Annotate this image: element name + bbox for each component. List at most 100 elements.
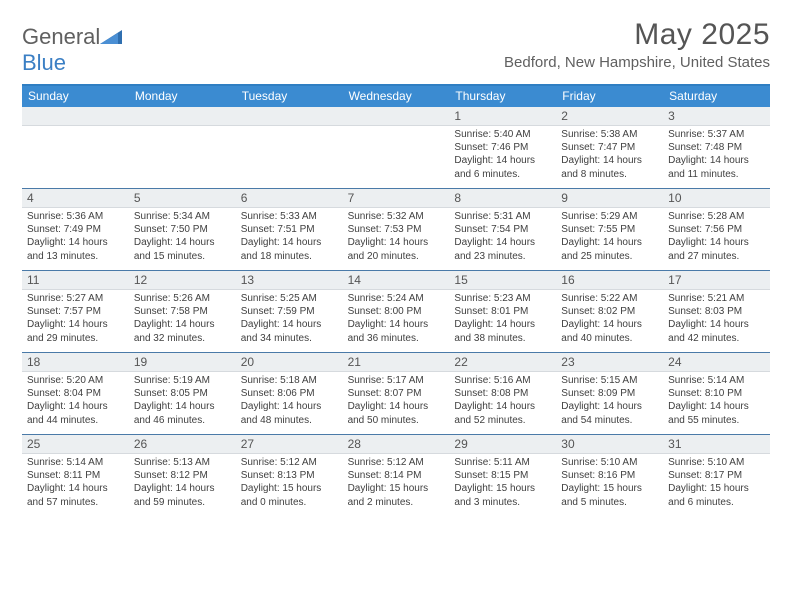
day-cell: Sunrise: 5:17 AMSunset: 8:07 PMDaylight:… bbox=[343, 372, 450, 434]
sunrise-text: Sunrise: 5:36 AM bbox=[27, 210, 124, 223]
sunrise-text: Sunrise: 5:17 AM bbox=[348, 374, 445, 387]
sunrise-text: Sunrise: 5:14 AM bbox=[668, 374, 765, 387]
date-number: 29 bbox=[449, 435, 556, 453]
day-cell: Sunrise: 5:33 AMSunset: 7:51 PMDaylight:… bbox=[236, 208, 343, 270]
daylight-text: Daylight: 14 hours and 55 minutes. bbox=[668, 400, 765, 426]
weekday-label: Wednesday bbox=[343, 86, 450, 107]
daylight-text: Daylight: 14 hours and 25 minutes. bbox=[561, 236, 658, 262]
date-number: 31 bbox=[663, 435, 770, 453]
daylight-text: Daylight: 14 hours and 11 minutes. bbox=[668, 154, 765, 180]
logo: GeneralBlue bbox=[22, 18, 122, 76]
title-block: May 2025 Bedford, New Hampshire, United … bbox=[504, 18, 770, 71]
date-number: 1 bbox=[449, 107, 556, 125]
sunrise-text: Sunrise: 5:26 AM bbox=[134, 292, 231, 305]
daylight-text: Daylight: 15 hours and 3 minutes. bbox=[454, 482, 551, 508]
date-number: 2 bbox=[556, 107, 663, 125]
date-number-row: 123 bbox=[22, 107, 770, 126]
sunrise-text: Sunrise: 5:18 AM bbox=[241, 374, 338, 387]
daylight-text: Daylight: 14 hours and 34 minutes. bbox=[241, 318, 338, 344]
week-row: Sunrise: 5:27 AMSunset: 7:57 PMDaylight:… bbox=[22, 290, 770, 353]
daylight-text: Daylight: 15 hours and 6 minutes. bbox=[668, 482, 765, 508]
day-cell: Sunrise: 5:36 AMSunset: 7:49 PMDaylight:… bbox=[22, 208, 129, 270]
sunrise-text: Sunrise: 5:24 AM bbox=[348, 292, 445, 305]
date-number: 8 bbox=[449, 189, 556, 207]
sunset-text: Sunset: 8:03 PM bbox=[668, 305, 765, 318]
sunrise-text: Sunrise: 5:33 AM bbox=[241, 210, 338, 223]
sunrise-text: Sunrise: 5:28 AM bbox=[668, 210, 765, 223]
daylight-text: Daylight: 14 hours and 23 minutes. bbox=[454, 236, 551, 262]
daylight-text: Daylight: 14 hours and 46 minutes. bbox=[134, 400, 231, 426]
date-number: 7 bbox=[343, 189, 450, 207]
sunrise-text: Sunrise: 5:32 AM bbox=[348, 210, 445, 223]
day-cell: Sunrise: 5:38 AMSunset: 7:47 PMDaylight:… bbox=[556, 126, 663, 188]
sunrise-text: Sunrise: 5:15 AM bbox=[561, 374, 658, 387]
daylight-text: Daylight: 14 hours and 48 minutes. bbox=[241, 400, 338, 426]
daylight-text: Daylight: 14 hours and 40 minutes. bbox=[561, 318, 658, 344]
day-cell: Sunrise: 5:25 AMSunset: 7:59 PMDaylight:… bbox=[236, 290, 343, 352]
day-cell: Sunrise: 5:26 AMSunset: 7:58 PMDaylight:… bbox=[129, 290, 236, 352]
date-number: 21 bbox=[343, 353, 450, 371]
logo-text: GeneralBlue bbox=[22, 24, 122, 76]
date-number: 28 bbox=[343, 435, 450, 453]
daylight-text: Daylight: 14 hours and 13 minutes. bbox=[27, 236, 124, 262]
date-number: 26 bbox=[129, 435, 236, 453]
day-cell bbox=[343, 126, 450, 188]
day-cell: Sunrise: 5:22 AMSunset: 8:02 PMDaylight:… bbox=[556, 290, 663, 352]
day-cell: Sunrise: 5:37 AMSunset: 7:48 PMDaylight:… bbox=[663, 126, 770, 188]
sunset-text: Sunset: 7:50 PM bbox=[134, 223, 231, 236]
day-cell: Sunrise: 5:27 AMSunset: 7:57 PMDaylight:… bbox=[22, 290, 129, 352]
daylight-text: Daylight: 14 hours and 36 minutes. bbox=[348, 318, 445, 344]
date-number-row: 18192021222324 bbox=[22, 353, 770, 372]
daylight-text: Daylight: 14 hours and 27 minutes. bbox=[668, 236, 765, 262]
sunset-text: Sunset: 8:15 PM bbox=[454, 469, 551, 482]
day-cell: Sunrise: 5:29 AMSunset: 7:55 PMDaylight:… bbox=[556, 208, 663, 270]
sunrise-text: Sunrise: 5:19 AM bbox=[134, 374, 231, 387]
logo-text-a: General bbox=[22, 24, 100, 49]
weekday-label: Monday bbox=[129, 86, 236, 107]
daylight-text: Daylight: 14 hours and 20 minutes. bbox=[348, 236, 445, 262]
sunset-text: Sunset: 7:47 PM bbox=[561, 141, 658, 154]
weekday-label: Thursday bbox=[449, 86, 556, 107]
day-cell: Sunrise: 5:18 AMSunset: 8:06 PMDaylight:… bbox=[236, 372, 343, 434]
sunrise-text: Sunrise: 5:25 AM bbox=[241, 292, 338, 305]
day-cell: Sunrise: 5:24 AMSunset: 8:00 PMDaylight:… bbox=[343, 290, 450, 352]
day-cell bbox=[236, 126, 343, 188]
week-row: Sunrise: 5:14 AMSunset: 8:11 PMDaylight:… bbox=[22, 454, 770, 516]
sunset-text: Sunset: 7:53 PM bbox=[348, 223, 445, 236]
date-number: 12 bbox=[129, 271, 236, 289]
sunset-text: Sunset: 7:55 PM bbox=[561, 223, 658, 236]
sunset-text: Sunset: 8:04 PM bbox=[27, 387, 124, 400]
calendar-page: GeneralBlue May 2025 Bedford, New Hampsh… bbox=[0, 0, 792, 516]
day-cell: Sunrise: 5:31 AMSunset: 7:54 PMDaylight:… bbox=[449, 208, 556, 270]
weekday-label: Saturday bbox=[663, 86, 770, 107]
sunset-text: Sunset: 7:54 PM bbox=[454, 223, 551, 236]
sunrise-text: Sunrise: 5:16 AM bbox=[454, 374, 551, 387]
date-number: 11 bbox=[22, 271, 129, 289]
day-cell: Sunrise: 5:28 AMSunset: 7:56 PMDaylight:… bbox=[663, 208, 770, 270]
date-number: 9 bbox=[556, 189, 663, 207]
weekday-label: Sunday bbox=[22, 86, 129, 107]
date-number bbox=[343, 107, 450, 125]
sunrise-text: Sunrise: 5:12 AM bbox=[348, 456, 445, 469]
day-cell: Sunrise: 5:12 AMSunset: 8:14 PMDaylight:… bbox=[343, 454, 450, 516]
weekday-label: Tuesday bbox=[236, 86, 343, 107]
sunrise-text: Sunrise: 5:10 AM bbox=[561, 456, 658, 469]
sunrise-text: Sunrise: 5:10 AM bbox=[668, 456, 765, 469]
day-cell: Sunrise: 5:12 AMSunset: 8:13 PMDaylight:… bbox=[236, 454, 343, 516]
sunrise-text: Sunrise: 5:29 AM bbox=[561, 210, 658, 223]
sunset-text: Sunset: 8:00 PM bbox=[348, 305, 445, 318]
sunrise-text: Sunrise: 5:23 AM bbox=[454, 292, 551, 305]
sunrise-text: Sunrise: 5:20 AM bbox=[27, 374, 124, 387]
weekday-label: Friday bbox=[556, 86, 663, 107]
day-cell bbox=[22, 126, 129, 188]
sunrise-text: Sunrise: 5:31 AM bbox=[454, 210, 551, 223]
day-cell: Sunrise: 5:13 AMSunset: 8:12 PMDaylight:… bbox=[129, 454, 236, 516]
sunset-text: Sunset: 7:51 PM bbox=[241, 223, 338, 236]
daylight-text: Daylight: 14 hours and 59 minutes. bbox=[134, 482, 231, 508]
date-number: 15 bbox=[449, 271, 556, 289]
day-cell: Sunrise: 5:19 AMSunset: 8:05 PMDaylight:… bbox=[129, 372, 236, 434]
sunrise-text: Sunrise: 5:12 AM bbox=[241, 456, 338, 469]
sunset-text: Sunset: 7:58 PM bbox=[134, 305, 231, 318]
date-number bbox=[22, 107, 129, 125]
daylight-text: Daylight: 14 hours and 52 minutes. bbox=[454, 400, 551, 426]
